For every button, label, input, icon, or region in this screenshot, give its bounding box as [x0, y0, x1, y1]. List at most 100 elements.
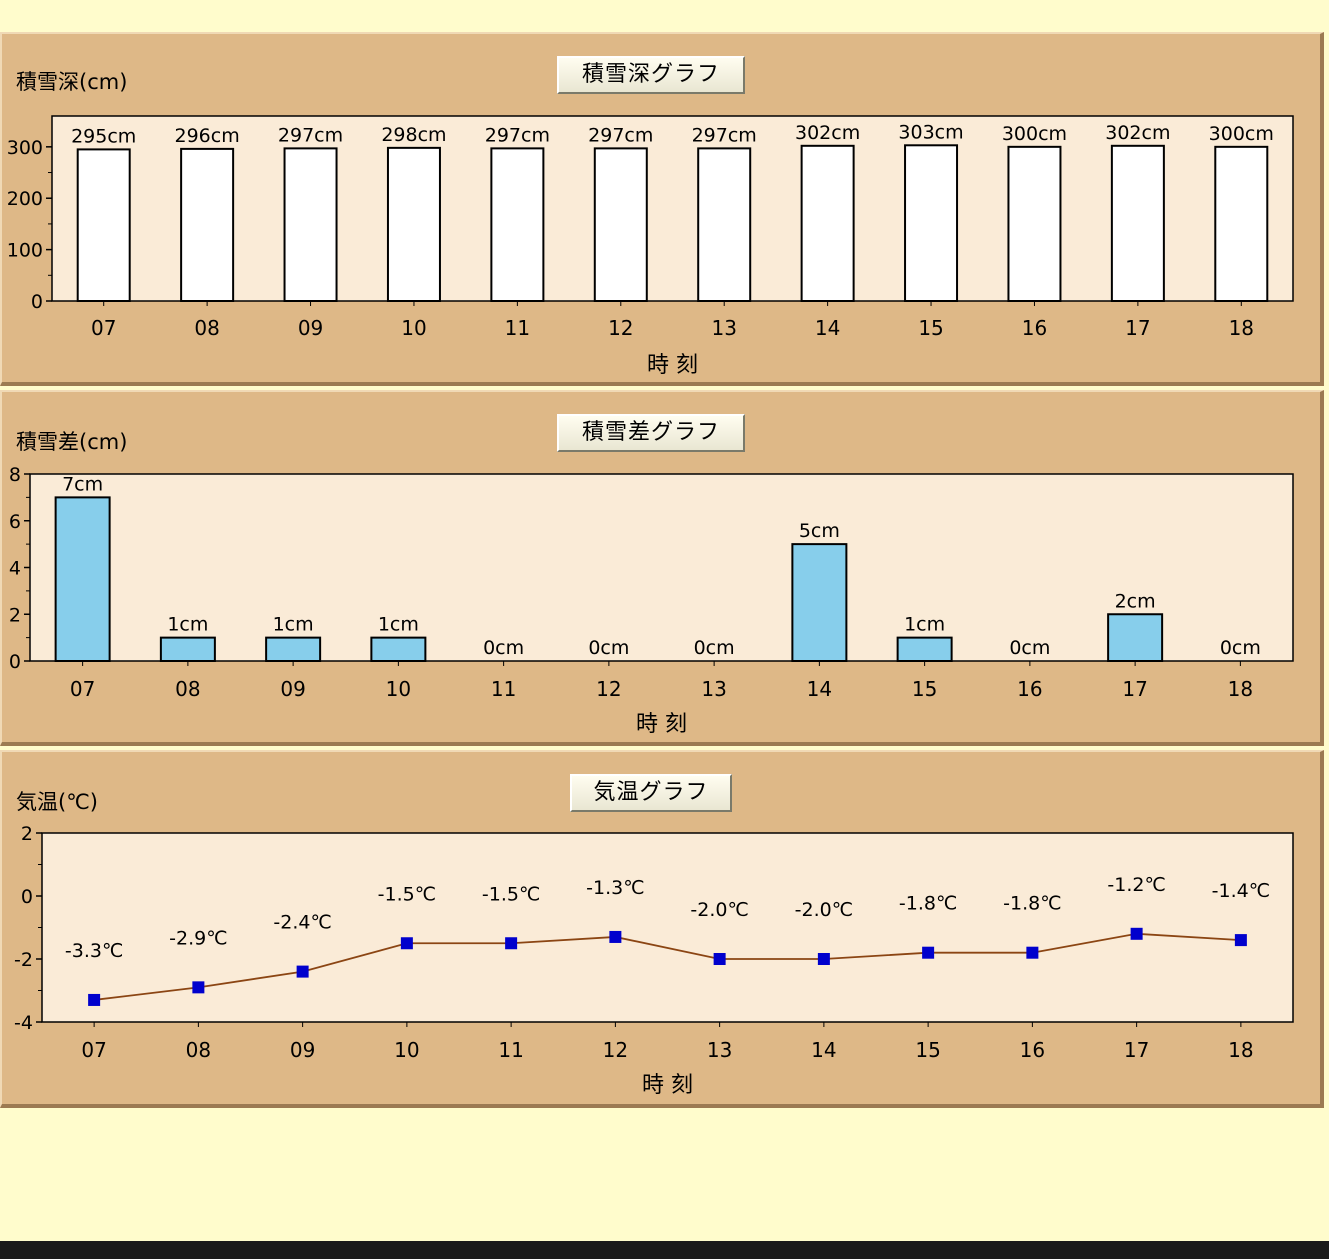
data-label: -3.3℃	[65, 940, 123, 962]
x-tick-label: 14	[807, 677, 832, 701]
snow-diff-ylabel: 積雪差(cm)	[16, 430, 128, 454]
data-label: 0cm	[1009, 637, 1050, 659]
x-tick-label: 07	[70, 677, 95, 701]
bottom-bar	[0, 1241, 1329, 1259]
data-label: 297cm	[692, 124, 757, 146]
x-tick-label: 07	[81, 1038, 106, 1062]
x-tick-label: 12	[603, 1038, 628, 1062]
data-point	[1026, 946, 1039, 959]
data-point	[88, 993, 101, 1006]
data-label: -1.5℃	[482, 883, 540, 905]
data-label: 303cm	[898, 121, 963, 143]
data-label: 297cm	[588, 124, 653, 146]
bar	[386, 146, 441, 302]
bar	[1214, 145, 1269, 302]
x-tick-label: 13	[701, 677, 726, 701]
data-point	[400, 937, 413, 950]
data-label: 296cm	[175, 125, 240, 147]
data-label: 302cm	[795, 122, 860, 144]
data-label: 302cm	[1105, 122, 1170, 144]
x-tick-label: 18	[1228, 1038, 1253, 1062]
data-label: -1.5℃	[378, 883, 436, 905]
data-point	[817, 953, 830, 965]
data-label: 0cm	[483, 637, 524, 659]
bar	[159, 636, 216, 662]
data-point	[296, 965, 309, 978]
bar	[370, 636, 427, 662]
x-tick-label: 15	[918, 316, 943, 340]
x-tick-label: 10	[401, 316, 426, 340]
x-tick-label: 10	[386, 677, 411, 701]
bar	[1107, 613, 1164, 662]
data-label: -2.9℃	[169, 927, 227, 949]
x-tick-label: 08	[186, 1038, 211, 1062]
data-label: -1.2℃	[1107, 874, 1165, 896]
data-label: -2.4℃	[273, 912, 331, 934]
plot-area	[41, 832, 1294, 1023]
x-tick-label: 12	[608, 316, 633, 340]
data-label: 300cm	[1209, 123, 1274, 145]
data-label: -2.0℃	[795, 899, 853, 921]
snow-depth-ylabel: 積雪深(cm)	[16, 70, 128, 94]
y-tick-label: 100	[7, 240, 43, 262]
data-label: 2cm	[1115, 590, 1156, 612]
data-label: 298cm	[381, 124, 446, 146]
y-tick-label: 200	[7, 188, 43, 210]
data-label: 7cm	[62, 473, 103, 495]
y-tick-label: 4	[9, 558, 21, 580]
bar	[283, 147, 338, 302]
bar	[1110, 144, 1165, 302]
data-label: 5cm	[799, 520, 840, 542]
data-point	[505, 937, 518, 950]
data-label: 0cm	[1220, 637, 1261, 659]
snow-depth-graph-button[interactable]: 積雪深グラフ	[557, 56, 745, 94]
x-tick-label: 18	[1229, 316, 1254, 340]
y-tick-label: -2	[14, 949, 33, 971]
x-tick-label: 11	[491, 677, 516, 701]
x-tick-label: 16	[1017, 677, 1042, 701]
temperature-graph-button[interactable]: 気温グラフ	[570, 774, 732, 812]
data-point	[1130, 927, 1143, 940]
x-tick-label: 13	[711, 316, 736, 340]
data-point	[1234, 934, 1247, 947]
y-tick-label: 6	[9, 511, 21, 533]
bar	[180, 147, 235, 302]
x-tick-label: 07	[91, 316, 116, 340]
y-tick-label: 0	[21, 886, 33, 908]
plot-area	[51, 115, 1294, 302]
y-tick-label: 0	[9, 651, 21, 673]
data-label: 0cm	[694, 637, 735, 659]
data-label: 297cm	[485, 124, 550, 146]
y-tick-label: 0	[31, 291, 43, 313]
x-tick-label: 17	[1124, 1038, 1149, 1062]
data-label: 0cm	[588, 637, 629, 659]
data-label: 1cm	[904, 614, 945, 636]
temperature-ylabel: 気温(℃)	[16, 790, 98, 814]
bar	[904, 144, 959, 302]
data-label: 1cm	[378, 614, 419, 636]
bar	[76, 148, 131, 302]
x-tick-label: 11	[498, 1038, 523, 1062]
bar	[896, 636, 953, 662]
bar	[265, 636, 322, 662]
bar	[54, 496, 111, 662]
x-tick-label: 15	[912, 677, 937, 701]
y-tick-label: -4	[14, 1012, 33, 1034]
x-tick-label: 16	[1022, 316, 1047, 340]
data-label: -1.8℃	[1003, 893, 1061, 915]
x-tick-label: 13	[707, 1038, 732, 1062]
data-point	[609, 930, 622, 943]
bar	[1007, 145, 1062, 302]
bar	[800, 144, 855, 302]
snow-diff-graph-button[interactable]: 積雪差グラフ	[557, 414, 745, 452]
x-tick-label: 14	[815, 316, 840, 340]
y-tick-label: 2	[21, 823, 33, 845]
x-tick-label: 08	[175, 677, 200, 701]
data-point	[922, 946, 935, 959]
data-label: 295cm	[71, 125, 136, 147]
y-tick-label: 2	[9, 604, 21, 626]
data-label: -1.4℃	[1212, 880, 1270, 902]
